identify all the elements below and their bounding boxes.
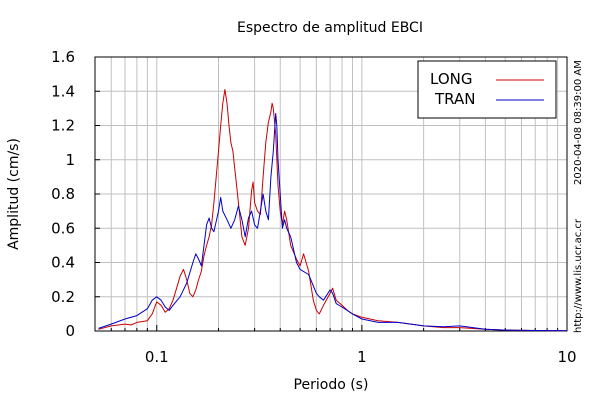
y-tick-label: 1.4: [51, 82, 75, 100]
series-line-tran: [98, 113, 568, 332]
source-url-label: http://www.lis.ucr.ac.cr: [573, 218, 584, 333]
x-tick-label: 10: [557, 348, 576, 366]
y-tick-label: 0.2: [51, 288, 75, 306]
y-tick-label: 0: [65, 322, 75, 340]
y-axis-title: Amplitud (cm/s): [6, 138, 22, 250]
legend-box: [417, 60, 557, 119]
legend-label-long: LONG: [430, 70, 472, 88]
y-tick-label: 1.6: [51, 48, 75, 66]
y-tick-label: 0.4: [51, 254, 75, 272]
series-layer: [98, 89, 568, 332]
x-tick-label: 1: [357, 348, 367, 366]
y-tick-label: 0.8: [51, 185, 75, 203]
legend-label-tran: TRAN: [434, 90, 475, 108]
timestamp-label: 2020-04-08 08:39:00 AM: [573, 60, 584, 185]
x-axis-title: Periodo (s): [294, 377, 369, 393]
x-tick-label: 0.1: [145, 348, 169, 366]
legend: LONG TRAN: [417, 60, 557, 119]
chart-title: Espectro de amplitud EBCI: [237, 20, 423, 36]
series-line-long: [98, 89, 568, 332]
y-tick-label: 1.2: [51, 117, 75, 135]
y-tick-label: 1: [65, 151, 75, 169]
y-tick-label: 0.6: [51, 219, 75, 237]
tick-layer: 0 0.2 0.4 0.6 0.8 1 1.2 1.4 1.6 0.1 1 10: [51, 48, 576, 366]
